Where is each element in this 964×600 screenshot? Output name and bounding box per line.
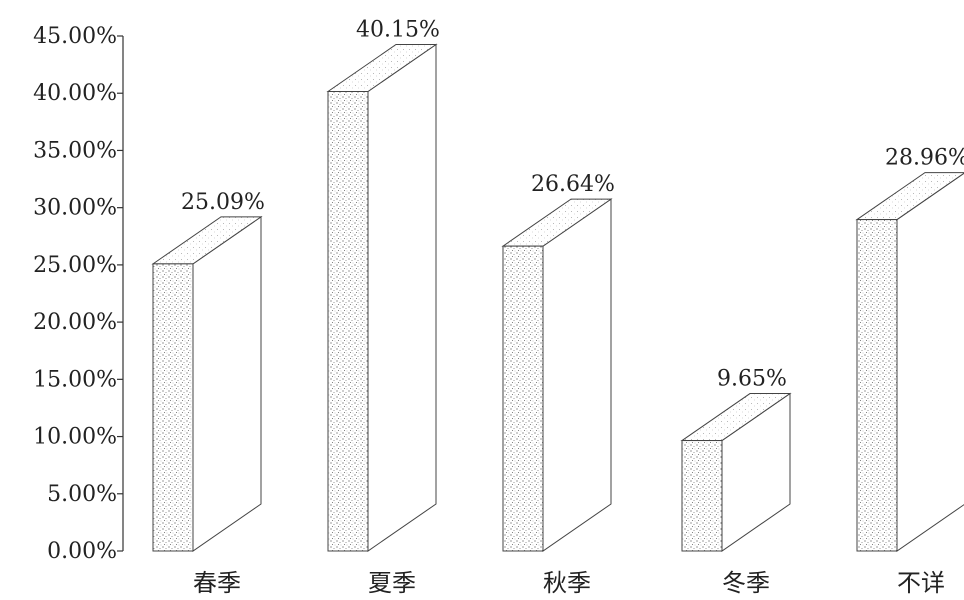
bar-side-face: [542, 198, 612, 552]
y-tick-label: 30.00%: [33, 196, 117, 221]
bar-夏季: [327, 91, 369, 552]
data-label: 26.64%: [531, 172, 615, 197]
bar-side-face: [367, 43, 437, 552]
bar-春季: [152, 263, 194, 552]
data-label: 25.09%: [181, 190, 265, 215]
data-labels: 25.09% 40.15% 26.64% 9.65% 28.96%: [181, 18, 964, 392]
category-label: 秋季: [543, 569, 591, 597]
bar-秋季: [502, 245, 544, 552]
data-label: 28.96%: [885, 146, 964, 171]
category-label: 夏季: [368, 569, 416, 597]
bar-冬季: [681, 440, 723, 552]
y-tick-label: 10.00%: [33, 425, 117, 450]
bar-side-face: [896, 172, 964, 552]
category-label: 冬季: [722, 569, 770, 597]
y-tick-label: 0.00%: [47, 539, 117, 564]
data-label: 9.65%: [717, 367, 787, 392]
y-tick-label: 40.00%: [33, 81, 117, 106]
category-label: 不详: [897, 569, 945, 597]
y-tick-label: 15.00%: [33, 367, 117, 392]
y-tick-label: 5.00%: [47, 482, 117, 507]
y-tick-label: 45.00%: [33, 24, 117, 49]
bar-side-face: [192, 215, 262, 552]
y-tick-label: 25.00%: [33, 253, 117, 278]
category-label: 春季: [193, 569, 241, 597]
x-axis-categories: 春季 夏季 秋季 冬季 不详: [193, 569, 945, 597]
bar-不详: [856, 219, 898, 552]
y-tick-label: 35.00%: [33, 138, 117, 163]
y-tick-label: 20.00%: [33, 310, 117, 335]
data-label: 40.15%: [356, 18, 440, 43]
y-axis: 0.00% 5.00% 10.00% 15.00% 20.00% 25.00% 30.00%…: [33, 24, 124, 564]
bars: [151, 43, 964, 552]
